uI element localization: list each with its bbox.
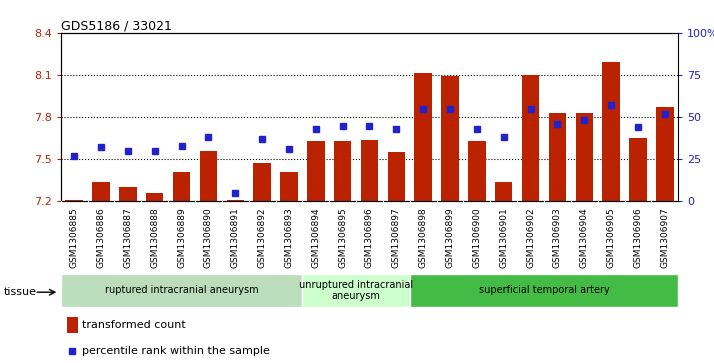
Text: GSM1306887: GSM1306887 [124, 207, 132, 268]
Text: GSM1306895: GSM1306895 [338, 207, 347, 268]
Bar [119, 187, 136, 201]
Text: GSM1306907: GSM1306907 [660, 207, 669, 268]
Bar [253, 163, 271, 201]
Bar [61, 274, 302, 307]
Text: GSM1306899: GSM1306899 [446, 207, 455, 268]
Text: GSM1306898: GSM1306898 [418, 207, 428, 268]
Text: GSM1306893: GSM1306893 [284, 207, 293, 268]
Bar [388, 152, 405, 201]
Bar [92, 182, 110, 201]
Bar [468, 141, 486, 201]
Text: transformed count: transformed count [82, 320, 186, 330]
Text: GSM1306892: GSM1306892 [258, 207, 266, 268]
Text: GSM1306890: GSM1306890 [204, 207, 213, 268]
Bar [146, 193, 164, 201]
Bar [66, 200, 83, 201]
Text: GSM1306889: GSM1306889 [177, 207, 186, 268]
Bar [302, 274, 410, 307]
Bar [414, 73, 432, 201]
Text: tissue: tissue [4, 287, 36, 297]
Text: GSM1306888: GSM1306888 [150, 207, 159, 268]
Text: GSM1306904: GSM1306904 [580, 207, 589, 268]
Text: GSM1306897: GSM1306897 [392, 207, 401, 268]
Text: GSM1306903: GSM1306903 [553, 207, 562, 268]
Text: percentile rank within the sample: percentile rank within the sample [82, 346, 270, 356]
Text: GSM1306896: GSM1306896 [365, 207, 374, 268]
Bar [603, 62, 620, 201]
Bar [549, 113, 566, 201]
Bar [173, 172, 190, 201]
Bar [575, 113, 593, 201]
Bar [307, 141, 325, 201]
Text: superficial temporal artery: superficial temporal artery [478, 285, 610, 295]
Bar [441, 76, 459, 201]
Bar [280, 172, 298, 201]
Text: GSM1306906: GSM1306906 [633, 207, 643, 268]
Bar [629, 138, 647, 201]
Text: GSM1306886: GSM1306886 [96, 207, 106, 268]
Text: GSM1306891: GSM1306891 [231, 207, 240, 268]
Bar [656, 107, 673, 201]
Text: GSM1306905: GSM1306905 [607, 207, 615, 268]
Text: ruptured intracranial aneurysm: ruptured intracranial aneurysm [105, 285, 258, 295]
Bar [522, 75, 539, 201]
Text: GSM1306901: GSM1306901 [499, 207, 508, 268]
Bar [226, 200, 244, 201]
Text: GSM1306902: GSM1306902 [526, 207, 535, 268]
Text: GSM1306900: GSM1306900 [473, 207, 481, 268]
Bar [334, 141, 351, 201]
Text: unruptured intracranial
aneurysm: unruptured intracranial aneurysm [299, 280, 413, 301]
Bar [67, 317, 78, 333]
Bar [495, 182, 513, 201]
Text: GDS5186 / 33021: GDS5186 / 33021 [61, 20, 171, 33]
Bar [361, 140, 378, 201]
Bar [410, 274, 678, 307]
Bar [200, 151, 217, 201]
Text: GSM1306885: GSM1306885 [70, 207, 79, 268]
Text: GSM1306894: GSM1306894 [311, 207, 321, 268]
